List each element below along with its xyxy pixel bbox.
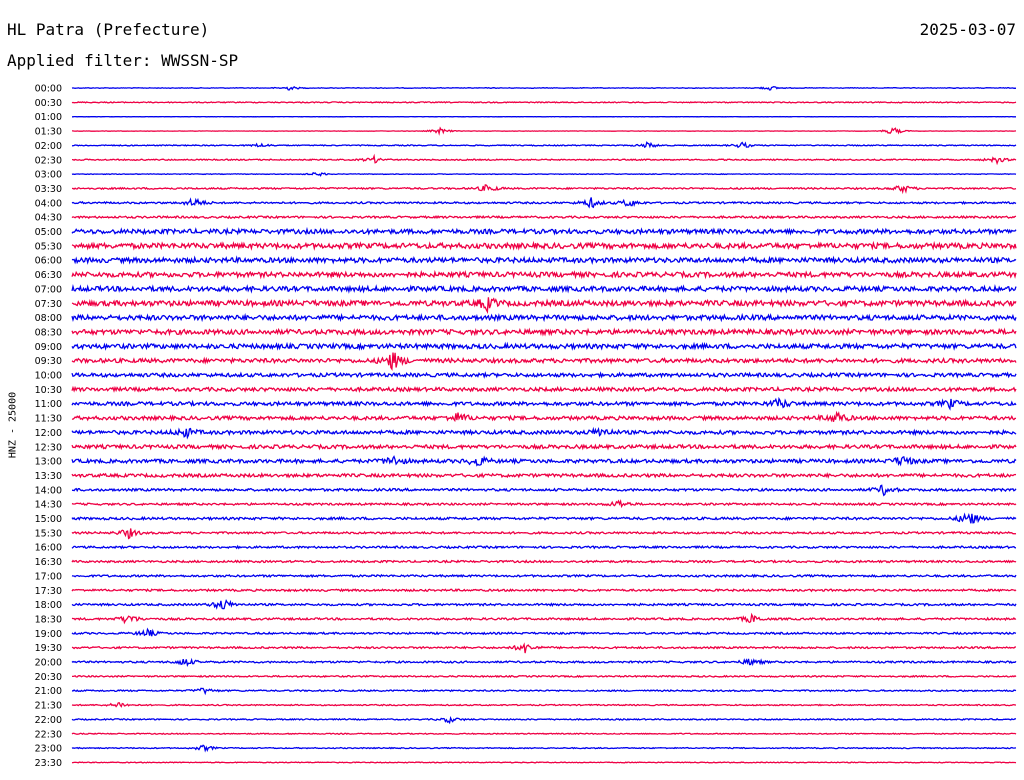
seismic-trace: [71, 472, 1017, 479]
seismic-trace: [71, 455, 1017, 467]
seismic-trace: [71, 612, 1017, 625]
seismic-trace: [71, 559, 1017, 564]
seismic-trace: [71, 657, 1017, 668]
seismic-trace: [71, 512, 1017, 524]
seismic-trace: [71, 627, 1017, 637]
row-time-label: 16:00: [35, 543, 62, 554]
seismic-trace: [71, 588, 1017, 593]
row-time-label: 11:00: [35, 399, 62, 410]
row-time-label: 22:30: [35, 729, 62, 740]
seismic-trace: [71, 327, 1017, 337]
row-time-label: 15:00: [35, 514, 62, 525]
seismic-trace: [72, 126, 1017, 136]
seismic-trace: [71, 573, 1017, 579]
row-time-label: 03:30: [35, 184, 62, 195]
seismic-trace: [71, 371, 1017, 379]
row-time-label: 17:00: [35, 571, 62, 582]
seismic-trace: [71, 312, 1017, 323]
row-time-label: 02:00: [35, 141, 62, 152]
row-time-label: 12:00: [35, 428, 62, 439]
row-time-label: 22:00: [35, 715, 62, 726]
row-time-label: 23:30: [35, 758, 62, 769]
row-time-label: 14:30: [35, 500, 62, 511]
row-time-label: 01:30: [35, 127, 62, 138]
seismic-trace: [71, 442, 1017, 451]
seismic-trace: [71, 761, 1017, 764]
row-time-label: 23:00: [35, 744, 62, 755]
row-time-label: 02:30: [35, 155, 62, 166]
seismic-trace: [71, 255, 1017, 266]
row-time-label: 19:00: [35, 629, 62, 640]
seismic-trace: [71, 86, 1017, 91]
row-time-label: 17:30: [35, 586, 62, 597]
row-time-label: 13:30: [35, 471, 62, 482]
row-time-label: 09:30: [35, 356, 62, 367]
row-time-label: 16:30: [35, 557, 62, 568]
row-time-label: 14:00: [35, 485, 62, 496]
row-time-label: 21:00: [35, 686, 62, 697]
row-time-label: 11:30: [35, 414, 62, 425]
seismic-trace: [71, 171, 1017, 177]
row-time-label: 03:00: [35, 170, 62, 181]
seismic-trace: [71, 687, 1017, 696]
seismic-trace: [71, 197, 1017, 209]
row-time-label: 15:30: [35, 528, 62, 539]
seismic-trace: [72, 674, 1017, 679]
row-time-label: 19:30: [35, 643, 62, 654]
row-time-label: 13:00: [35, 457, 62, 468]
seismic-trace: [71, 410, 1017, 423]
row-time-label: 21:30: [35, 701, 62, 712]
row-time-label: 18:30: [35, 614, 62, 625]
row-time-label: 05:30: [35, 241, 62, 252]
seismic-trace: [71, 352, 1017, 371]
seismic-trace: [71, 642, 1016, 654]
seismic-trace: [71, 214, 1017, 220]
seismic-trace: [71, 598, 1017, 610]
row-time-label: 09:00: [35, 342, 62, 353]
seismic-trace: [71, 744, 1017, 753]
row-time-label: 06:00: [35, 256, 62, 267]
station-title: HL Patra (Prefecture): [7, 20, 210, 39]
row-time-label: 07:30: [35, 299, 62, 310]
seismic-trace: [71, 732, 1017, 736]
row-time-label: 10:30: [35, 385, 62, 396]
seismic-trace: [71, 269, 1017, 280]
filter-label: Applied filter: WWSSN-SP: [7, 51, 239, 70]
row-time-label: 00:00: [35, 84, 62, 95]
row-time-label: 08:00: [35, 313, 62, 324]
row-time-label: 18:00: [35, 600, 62, 611]
seismic-trace: [71, 701, 1016, 708]
seismic-trace: [71, 715, 1017, 725]
seismic-trace: [71, 528, 1017, 540]
row-time-label: 04:00: [35, 198, 62, 209]
seismic-trace: [71, 341, 1017, 351]
seismic-trace: [71, 499, 1017, 509]
seismic-trace: [71, 385, 1017, 394]
row-time-label: 20:30: [35, 672, 62, 683]
row-time-label: 12:30: [35, 442, 62, 453]
date-label: 2025-03-07: [919, 20, 1016, 39]
row-time-label: 01:00: [35, 112, 62, 123]
seismic-trace: [71, 184, 1017, 195]
seismic-trace: [71, 426, 1017, 440]
seismic-trace: [71, 141, 1017, 149]
seismic-trace: [71, 101, 1017, 104]
row-time-label: 04:30: [35, 213, 62, 224]
seismic-trace: [71, 396, 1017, 411]
seismic-trace: [71, 544, 1017, 550]
seismic-trace: [71, 284, 1017, 294]
row-time-label: 00:30: [35, 98, 62, 109]
row-time-label: 06:30: [35, 270, 62, 281]
row-time-label: 20:00: [35, 658, 62, 669]
row-time-label: 05:00: [35, 227, 62, 238]
seismic-trace: [71, 226, 1017, 237]
seismic-trace: [71, 240, 1017, 251]
row-time-label: 10:00: [35, 371, 62, 382]
seismic-trace: [71, 484, 1017, 497]
seismic-trace: [71, 297, 1017, 314]
seismic-trace: [72, 153, 1017, 166]
row-time-label: 07:00: [35, 284, 62, 295]
row-time-label: 08:30: [35, 327, 62, 338]
